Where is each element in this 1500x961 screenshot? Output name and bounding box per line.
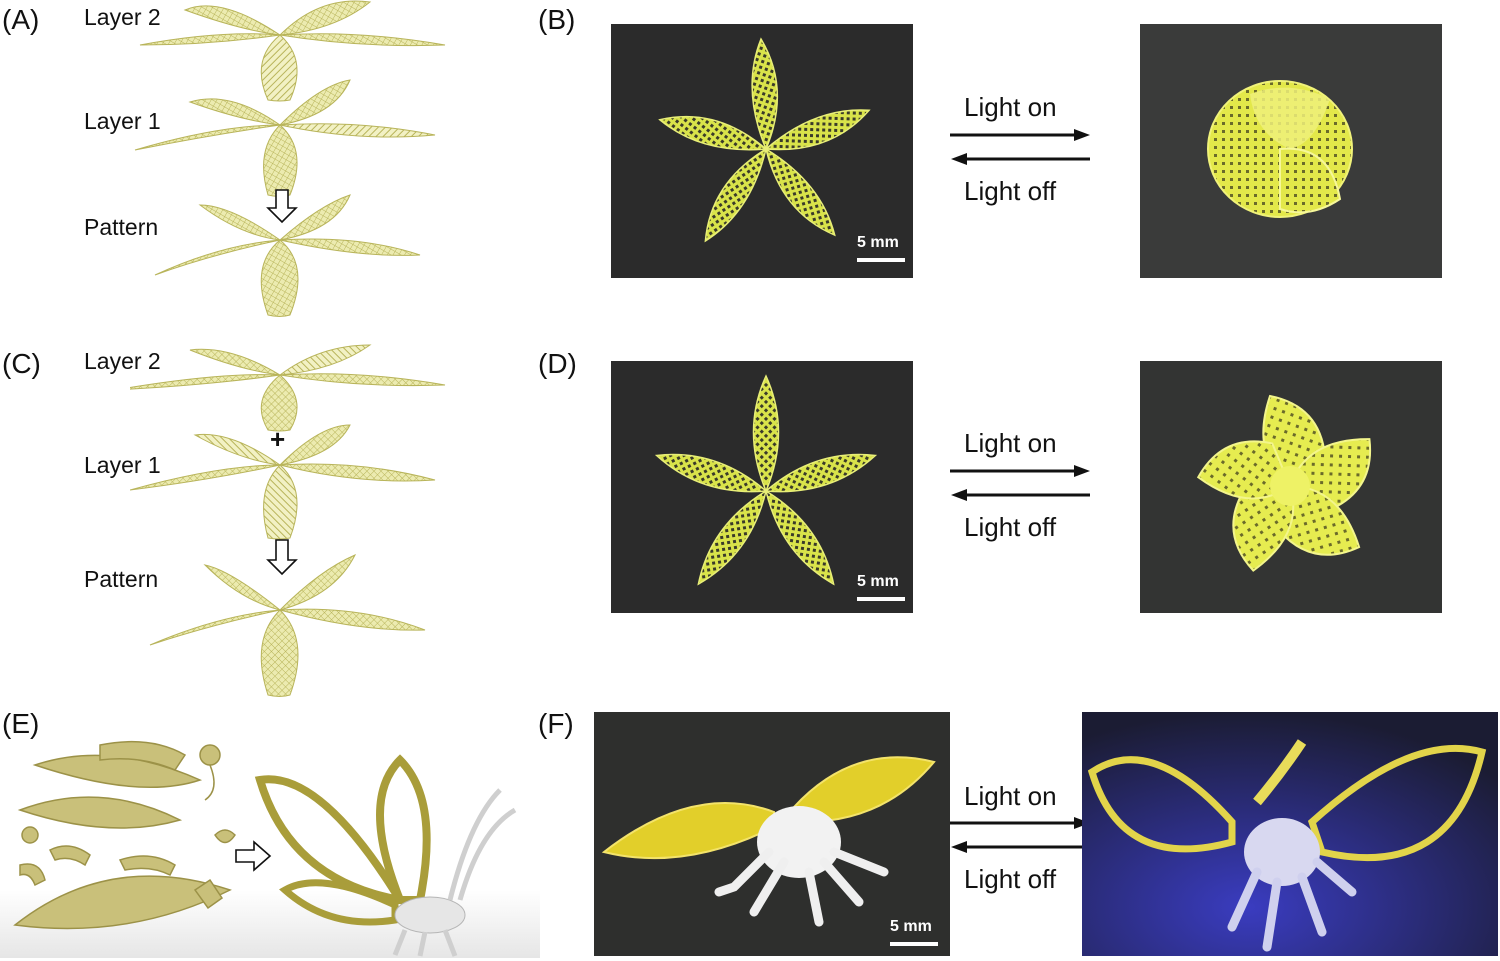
scale-bar-f xyxy=(890,942,938,946)
light-on-label-f: Light on xyxy=(964,781,1057,811)
flat-parts-e xyxy=(13,740,236,930)
layer1-label-a: Layer 1 xyxy=(84,108,161,134)
flat-flower-photo-b: 5 mm xyxy=(611,24,913,278)
scale-label-f: 5 mm xyxy=(890,918,932,935)
down-arrow-icon xyxy=(266,539,298,576)
flower-layers-diagram-a xyxy=(134,0,446,317)
layer1-flower-c xyxy=(130,424,436,540)
layer1-flower-a xyxy=(134,79,436,197)
scale-label-d: 5 mm xyxy=(857,573,899,590)
layer2-flower-c xyxy=(130,344,446,432)
right-arrow-icon xyxy=(235,840,272,872)
light-on-label-b: Light on xyxy=(964,92,1057,122)
panel-label-c: (C) xyxy=(2,348,41,379)
layer2-label-a: Layer 2 xyxy=(84,4,161,30)
pattern-flower-c xyxy=(149,554,426,697)
scale-bar-d xyxy=(857,597,905,601)
flower-layers-diagram-c xyxy=(130,344,446,697)
flat-flower-photo-d: 5 mm xyxy=(611,361,913,613)
layer1-label-c: Layer 1 xyxy=(84,452,161,478)
scale-bar-b xyxy=(857,258,905,262)
panel-label-d: (D) xyxy=(538,348,577,379)
panel-label-a: (A) xyxy=(2,4,40,35)
pattern-flower-a xyxy=(154,194,421,317)
assembled-butterfly-e xyxy=(254,754,517,957)
panel-label-b: (B) xyxy=(538,4,576,35)
layer2-label-c: Layer 2 xyxy=(84,348,161,374)
reversible-arrows-d xyxy=(950,465,1090,501)
butterfly-parts-diagram-e xyxy=(0,740,540,958)
scale-label-b: 5 mm xyxy=(857,234,899,251)
light-off-label-d: Light off xyxy=(964,512,1057,542)
layer2-flower-a xyxy=(139,0,446,102)
curled-flower-photo-b xyxy=(1140,24,1442,278)
butterfly-photo-light-on xyxy=(1082,712,1498,956)
pattern-label-a: Pattern xyxy=(84,214,159,240)
panel-label-e: (E) xyxy=(2,708,40,739)
down-arrow-icon xyxy=(266,189,298,224)
reversible-arrows-f xyxy=(950,817,1090,853)
light-off-label-b: Light off xyxy=(964,176,1057,206)
panel-label-f: (F) xyxy=(538,708,574,739)
reversible-arrows-b xyxy=(950,129,1090,165)
plus-sign-c: + xyxy=(270,424,286,454)
light-off-label-f: Light off xyxy=(964,864,1057,894)
pattern-label-c: Pattern xyxy=(84,566,159,592)
butterfly-photo-light-off: 5 mm xyxy=(594,712,950,956)
light-on-label-d: Light on xyxy=(964,428,1057,458)
curled-flower-photo-d xyxy=(1140,361,1442,613)
